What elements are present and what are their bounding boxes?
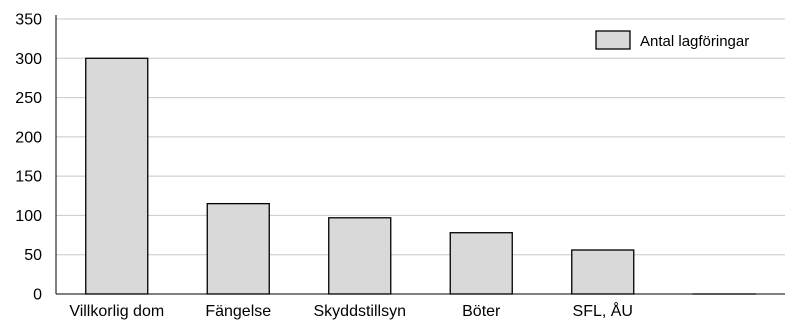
legend-swatch [595,30,631,50]
x-tick-label: Villkorlig dom [69,303,164,320]
bar [449,232,513,295]
y-axis-ticks: 0 50 100 150 200 250 300 350 [15,12,42,304]
y-tick-label: 100 [15,208,42,225]
y-tick-label: 0 [33,287,42,304]
x-tick-label: Skyddstillsyn [314,303,406,320]
legend: Antal lagföringar [595,30,749,50]
x-tick-label: SFL, ÅU [573,301,633,320]
bar [328,217,392,295]
category-labels: Villkorlig dom Fängelse Skyddstillsyn Böter… [69,301,633,320]
x-tick-label: Böter [462,303,501,320]
y-tick-label: 350 [15,12,42,29]
bar [571,249,635,295]
y-tick-label: 200 [15,129,42,146]
y-tick-label: 300 [15,51,42,68]
legend-label: Antal lagföringar [640,33,749,50]
x-tick-label: Fängelse [205,303,271,320]
y-tick-label: 50 [24,247,42,264]
y-tick-label: 250 [15,90,42,107]
grid-layer [56,18,785,256]
y-tick-label: 150 [15,169,42,186]
bar [206,202,270,295]
bar [85,57,149,295]
axes [55,15,785,295]
